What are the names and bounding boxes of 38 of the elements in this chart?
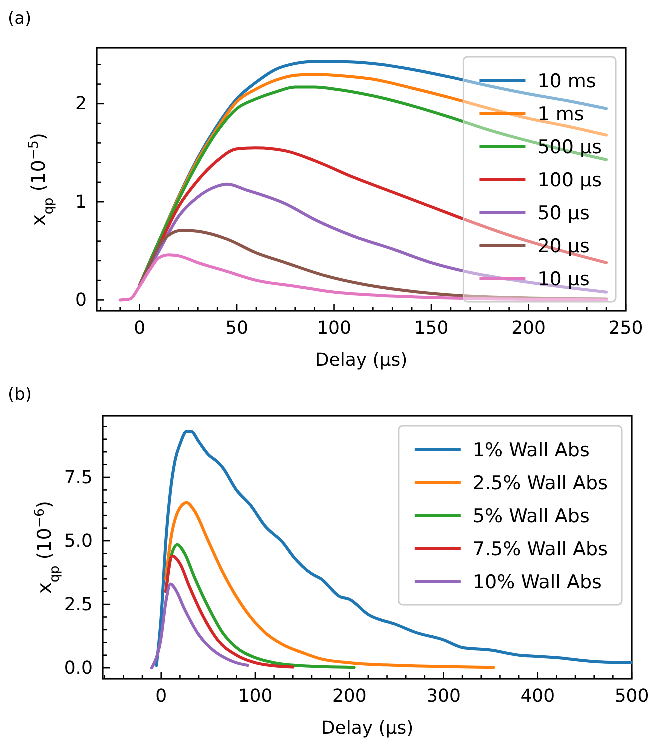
x-tick-label: 300 [426,686,461,707]
line-series [164,554,295,669]
x-tick-label: 0 [156,686,168,707]
x-tick-label: 100 [238,686,273,707]
chart-title: (a) [8,9,32,29]
line-series [155,430,632,668]
x-tick-label: 500 [614,686,650,707]
line-series [150,582,250,670]
y-tick-label: 5.0 [64,530,93,552]
y-tick-label: 7.5 [64,467,93,488]
x-tick-label: 0 [134,318,146,339]
y-tick-label: 2 [76,94,87,115]
x-tick-label: 200 [512,318,546,339]
x-tick-label: 400 [520,686,556,707]
x-axis-title: Delay (μs) [315,350,408,371]
legend-label: 50 μs [538,202,590,224]
legend-label: 10 ms [538,70,596,92]
legend-label: 2.5% Wall Abs [472,472,608,494]
y-tick-label: 1 [76,192,87,213]
legend-label: 100 μs [538,170,602,192]
chart-title: (b) [8,385,32,405]
legend-label: 20 μs [538,236,590,258]
x-axis-title: Delay (μs) [321,718,414,739]
x-tick-label: 50 [226,318,248,339]
x-tick-label: 200 [332,686,367,707]
y-tick-label: 2.5 [64,594,93,616]
x-tick-label: 150 [414,318,449,339]
legend-label: 7.5% Wall Abs [472,538,608,560]
y-tick-label: 0 [76,290,87,311]
x-tick-label: 250 [608,318,644,339]
y-tick-label: 0.0 [64,658,93,679]
legend-label: 1% Wall Abs [472,440,590,462]
legend-label: 10% Wall Abs [472,572,602,594]
x-tick-label: 100 [317,318,352,339]
legend-label: 10 μs [538,268,590,290]
legend-label: 5% Wall Abs [472,506,590,528]
legend-label: 500 μs [538,136,602,158]
legend-label: 1 ms [538,104,584,126]
